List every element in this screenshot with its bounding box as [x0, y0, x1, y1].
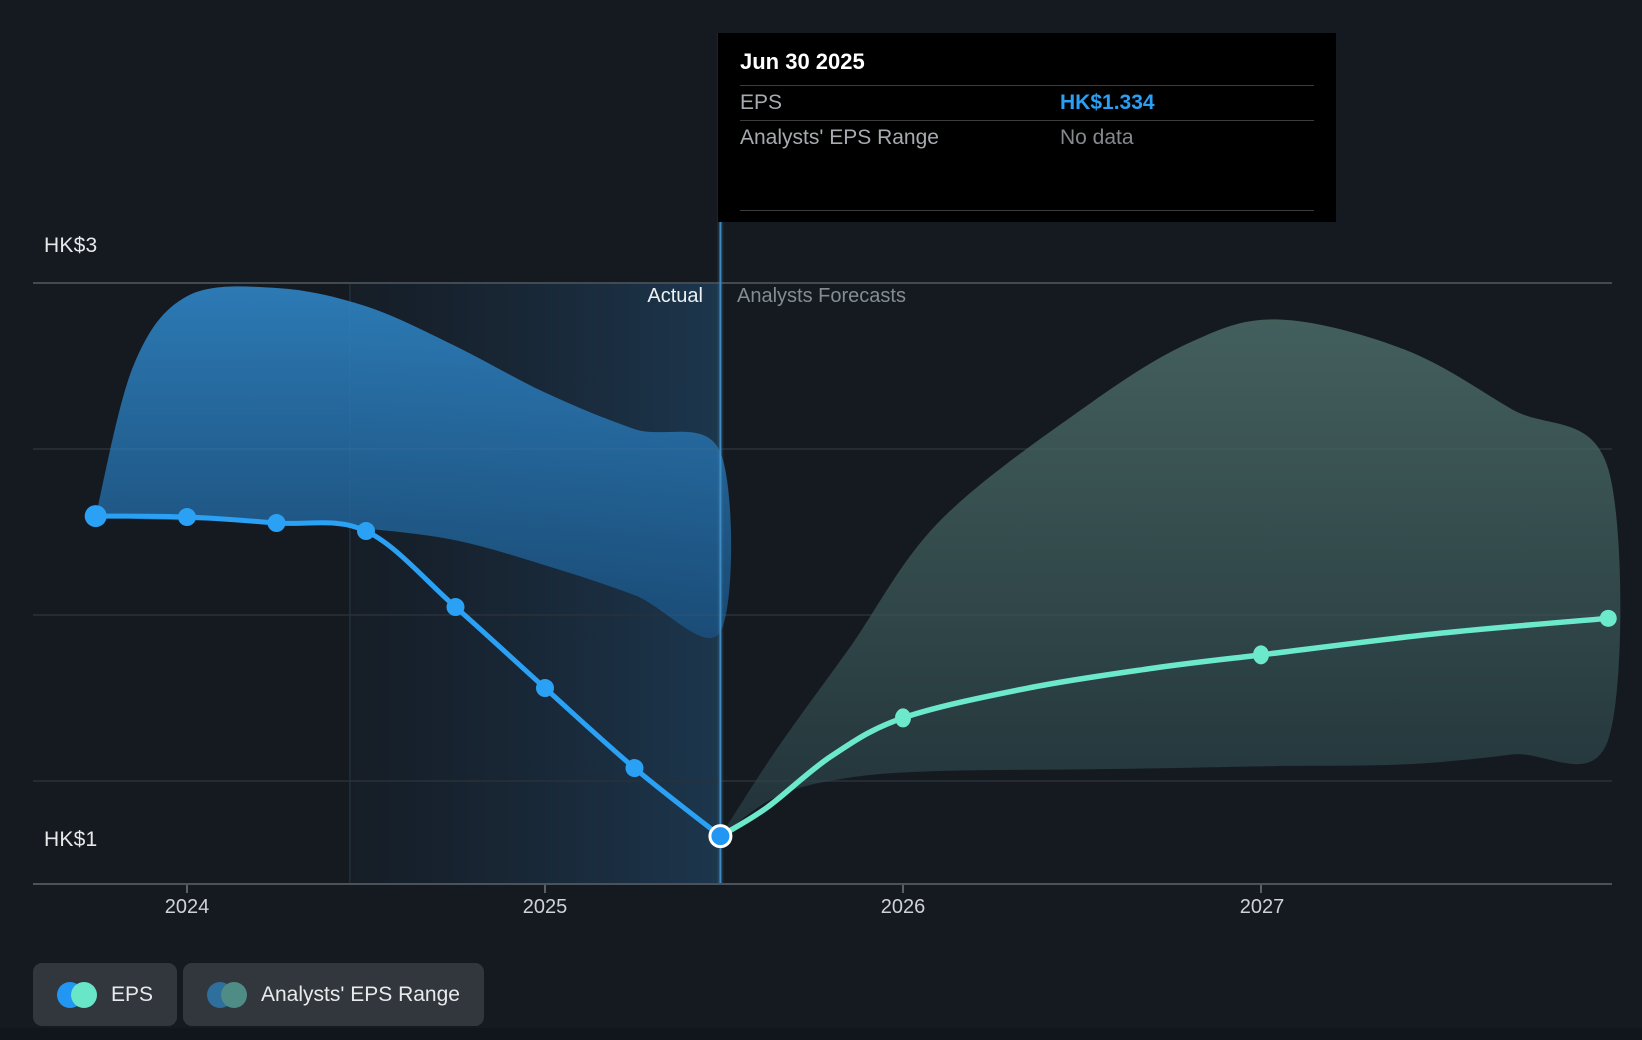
tooltip-range-value: No data [1060, 126, 1134, 149]
range-band [720, 319, 1621, 837]
zone-label-forecast: Analysts Forecasts [737, 285, 906, 307]
legend-eps-button[interactable]: EPS [33, 963, 178, 1026]
zone-label-actual: Actual [647, 285, 703, 307]
footer-strip [0, 1028, 1642, 1040]
tooltip-row-range: Analysts' EPS Range No data [740, 121, 1314, 155]
legend-range-button[interactable]: Analysts' EPS Range [183, 963, 484, 1026]
tooltip-bottom-rule [740, 210, 1314, 216]
tooltip-eps-label: EPS [740, 91, 783, 114]
tooltip-range-label: Analysts' EPS Range [740, 126, 939, 149]
y-axis-label-top: HK$3 [44, 234, 98, 257]
range-teal-circle-icon [221, 981, 247, 1008]
hovered-point [708, 824, 733, 849]
tooltip-row-eps: EPS HK$1.334 [740, 86, 1314, 121]
y-axis-label-bottom: HK$1 [44, 828, 98, 851]
x-axis-label-2026: 2026 [880, 896, 926, 918]
legend-range-label: Analysts' EPS Range [261, 982, 460, 1006]
x-axis-label-2024: 2024 [164, 896, 210, 918]
eps-teal-circle-icon [71, 981, 97, 1008]
legend: EPS Analysts' EPS Range [0, 963, 1642, 1026]
tooltip-date: Jun 30 2025 [740, 45, 1314, 86]
tooltip: Jun 30 2025 EPS HK$1.334 Analysts' EPS R… [718, 33, 1336, 222]
legend-eps-label: EPS [111, 982, 154, 1006]
tooltip-eps-value: HK$1.334 [1060, 91, 1155, 114]
x-axis-label-2025: 2025 [522, 896, 568, 918]
x-axis-label-2027: 2027 [1239, 896, 1285, 918]
range-band [95, 286, 732, 639]
